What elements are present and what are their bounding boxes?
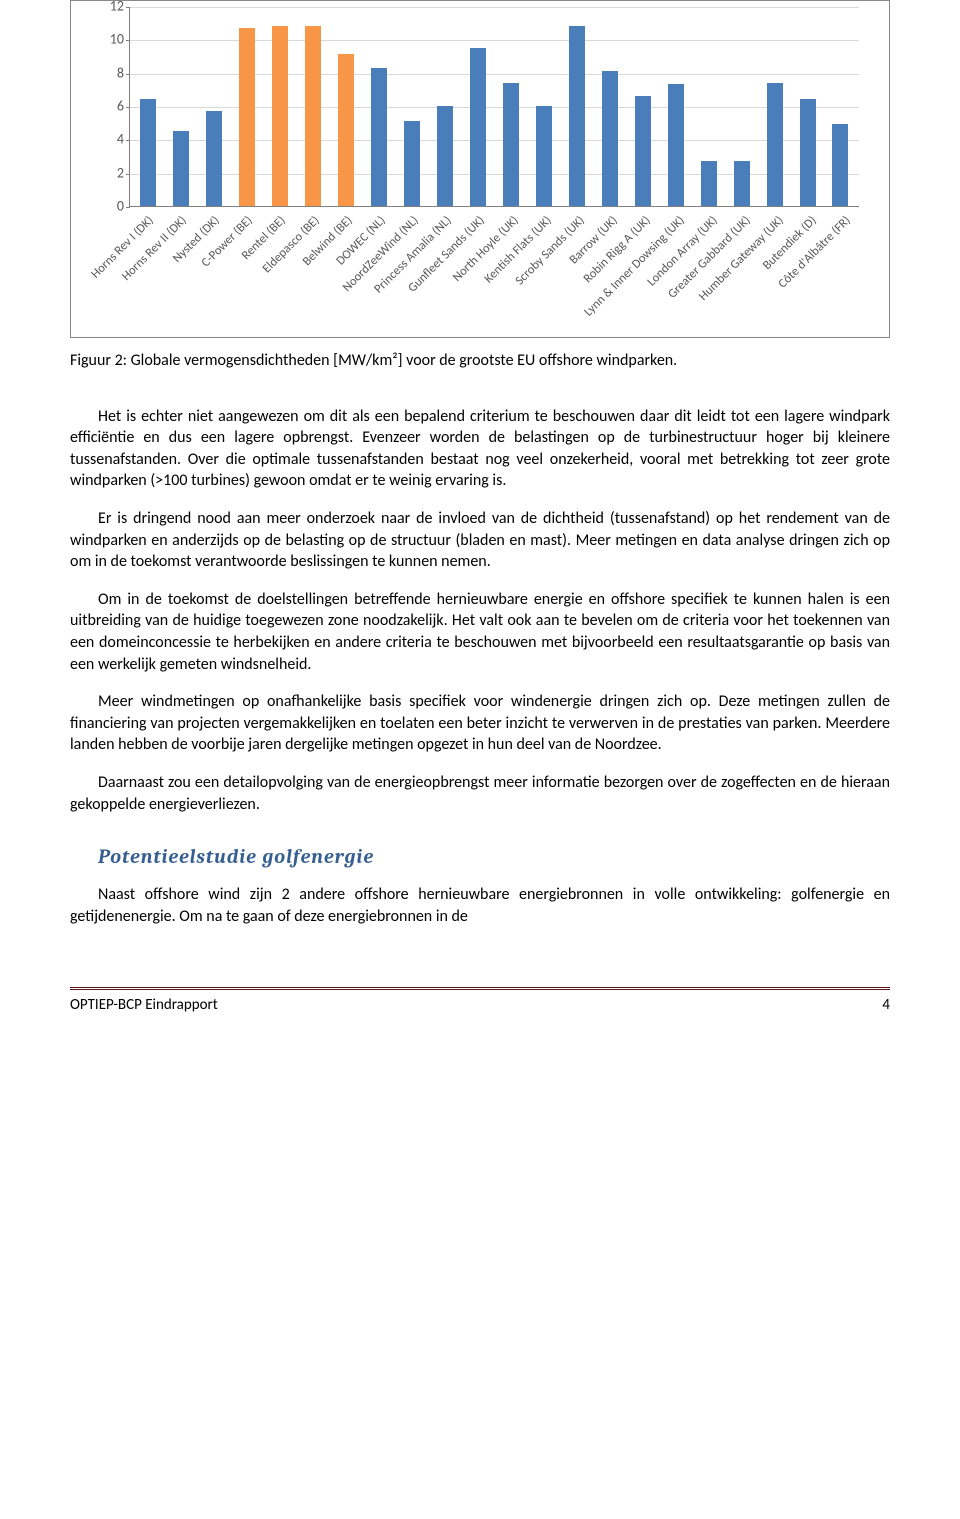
y-axis-tick: 4 (98, 131, 124, 150)
chart-bar (371, 68, 387, 206)
section-heading: Potentieelstudie golfenergie (98, 843, 890, 870)
chart-bar (668, 84, 684, 206)
chart-bar (272, 26, 288, 206)
chart-bar (173, 131, 189, 206)
chart-bar (602, 71, 618, 206)
page-number: 4 (882, 995, 890, 1015)
chart-bar (437, 106, 453, 206)
body-paragraph: Het is echter niet aangewezen om dit als… (70, 406, 890, 492)
footer-title: OPTIEP-BCP Eindrapport (70, 995, 218, 1015)
body-paragraph: Om in de toekomst de doelstellingen betr… (70, 589, 890, 675)
y-axis-tick: 12 (98, 0, 124, 16)
chart-bar (635, 96, 651, 206)
figure-caption: Figuur 2: Globale vermogensdichtheden [M… (70, 350, 890, 372)
chart-bar (701, 161, 717, 206)
bar-chart: 024681012 Horns Rev I (DK)Horns Rev II (… (91, 7, 859, 329)
chart-container: 024681012 Horns Rev I (DK)Horns Rev II (… (70, 0, 890, 338)
chart-bar (404, 121, 420, 206)
chart-bar (338, 54, 354, 206)
chart-bar (734, 161, 750, 206)
chart-bar (305, 26, 321, 206)
y-axis-tick: 6 (98, 98, 124, 117)
chart-bar (569, 26, 585, 206)
chart-bar (832, 124, 848, 206)
y-axis-tick: 0 (98, 198, 124, 217)
body-paragraph: Meer windmetingen op onafhankelijke basi… (70, 691, 890, 756)
chart-bar (470, 48, 486, 206)
chart-bar (140, 99, 156, 206)
body-paragraph: Daarnaast zou een detailopvolging van de… (70, 772, 890, 815)
body-paragraph: Er is dringend nood aan meer onderzoek n… (70, 508, 890, 573)
chart-bar (800, 99, 816, 206)
chart-bar (239, 28, 255, 206)
chart-bar (503, 83, 519, 206)
chart-bar (206, 111, 222, 206)
chart-bar (767, 83, 783, 206)
body-paragraph: Naast offshore wind zijn 2 andere offsho… (70, 884, 890, 927)
chart-bar (536, 106, 552, 206)
y-axis-tick: 2 (98, 164, 124, 183)
y-axis-tick: 10 (98, 31, 124, 50)
y-axis-tick: 8 (98, 64, 124, 83)
